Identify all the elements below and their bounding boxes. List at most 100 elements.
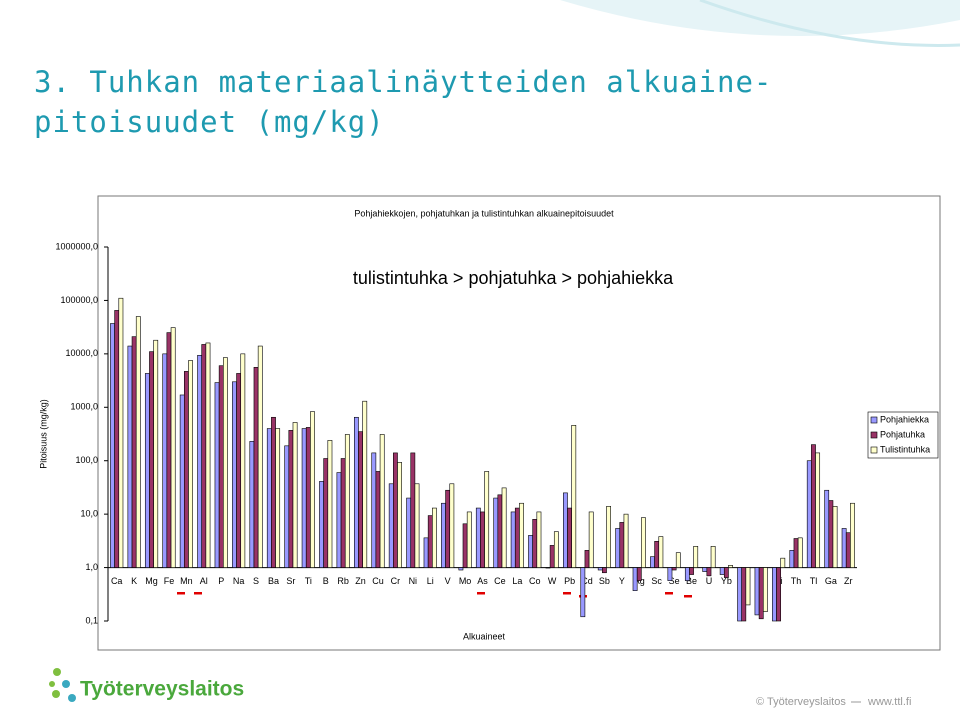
x-axis-label: Alkuaineet xyxy=(463,631,506,641)
bar xyxy=(162,353,168,568)
x-tick-label: Cd xyxy=(581,576,593,586)
footer-url: www.ttl.fi xyxy=(867,696,911,708)
legend-swatch xyxy=(870,416,878,424)
bar xyxy=(636,567,642,581)
bar xyxy=(850,502,855,568)
bar xyxy=(514,507,520,568)
chart-title: Pohjahiekkojen, pohjatuhkan ja tulistint… xyxy=(354,208,614,218)
slide-title: pitoisuudet (mg/kg) xyxy=(34,105,385,139)
logo-dot xyxy=(52,690,60,698)
y-tick-label: 1000000,0 xyxy=(55,241,98,251)
bar xyxy=(257,345,263,568)
bar xyxy=(549,545,555,568)
bar xyxy=(379,434,385,568)
bar xyxy=(758,567,764,620)
bar xyxy=(797,537,803,568)
bar xyxy=(240,353,246,568)
bar xyxy=(170,327,176,568)
logo-dot xyxy=(53,668,61,676)
bar xyxy=(423,537,429,568)
bar xyxy=(218,365,224,568)
bar xyxy=(249,441,255,568)
bar xyxy=(480,511,485,568)
bar xyxy=(301,428,307,568)
bar xyxy=(375,471,381,568)
bar xyxy=(205,342,211,568)
bar xyxy=(475,507,481,568)
bar xyxy=(728,565,733,568)
bar xyxy=(153,339,159,568)
bar xyxy=(410,452,416,568)
bar xyxy=(806,460,812,568)
x-tick-label: As xyxy=(477,576,488,586)
x-tick-label: Ni xyxy=(409,576,418,586)
y-tick-label: 1,0 xyxy=(85,562,98,572)
bar xyxy=(166,332,172,568)
x-tick-label: Mo xyxy=(459,576,472,586)
bar xyxy=(719,567,725,575)
bar xyxy=(497,494,503,568)
bar xyxy=(114,310,120,568)
x-tick-label: Y xyxy=(619,576,625,586)
legend-label: Tulistintuhka xyxy=(880,444,930,454)
marker xyxy=(477,592,485,595)
marker xyxy=(684,595,692,598)
bar xyxy=(675,552,681,568)
bar xyxy=(362,400,368,568)
logo-dot xyxy=(62,680,70,688)
bar xyxy=(266,428,272,568)
bar xyxy=(432,507,437,568)
y-tick-label: 10,0 xyxy=(80,509,98,519)
x-tick-label: Ag xyxy=(634,576,645,586)
bar xyxy=(292,422,298,568)
bar xyxy=(223,357,228,568)
bar xyxy=(824,489,830,568)
bar xyxy=(641,517,646,568)
x-tick-label: Cr xyxy=(391,576,401,586)
x-tick-label: Ga xyxy=(825,576,837,586)
x-tick-label: Tl xyxy=(810,576,818,586)
bar xyxy=(754,567,760,616)
x-tick-label: U xyxy=(706,576,713,586)
legend-label: Pohjahiekka xyxy=(880,414,929,424)
bar xyxy=(427,515,433,568)
bar xyxy=(667,567,673,581)
bar xyxy=(284,445,290,568)
bar xyxy=(393,452,398,568)
bar xyxy=(397,462,402,568)
bar xyxy=(563,492,568,568)
bar xyxy=(344,434,350,568)
bar xyxy=(650,556,655,568)
bar xyxy=(811,444,816,568)
bar xyxy=(789,550,795,568)
legend-swatch xyxy=(870,446,878,454)
bar xyxy=(323,458,329,568)
bar xyxy=(689,567,694,575)
bar xyxy=(135,316,141,568)
bar xyxy=(772,567,777,622)
legend-label: Pohjatuhka xyxy=(880,429,925,439)
x-tick-label: Th xyxy=(791,576,802,586)
marker xyxy=(665,592,673,595)
x-tick-label: V xyxy=(445,576,451,586)
bar xyxy=(340,458,346,568)
bar xyxy=(780,557,786,568)
x-tick-label: Ti xyxy=(305,576,312,586)
marker xyxy=(563,592,571,595)
bar xyxy=(358,431,363,568)
bar xyxy=(519,502,524,568)
x-tick-label: Rb xyxy=(337,576,349,586)
marker xyxy=(194,592,202,595)
bar xyxy=(845,532,851,568)
bar xyxy=(179,394,185,568)
y-tick-label: 0,1 xyxy=(85,615,98,625)
bar xyxy=(353,416,359,568)
bar xyxy=(305,427,311,568)
x-tick-label: Ca xyxy=(111,576,123,586)
bar xyxy=(388,483,394,568)
bar xyxy=(723,567,729,578)
x-tick-label: B xyxy=(323,576,329,586)
x-tick-label: Ce xyxy=(494,576,506,586)
